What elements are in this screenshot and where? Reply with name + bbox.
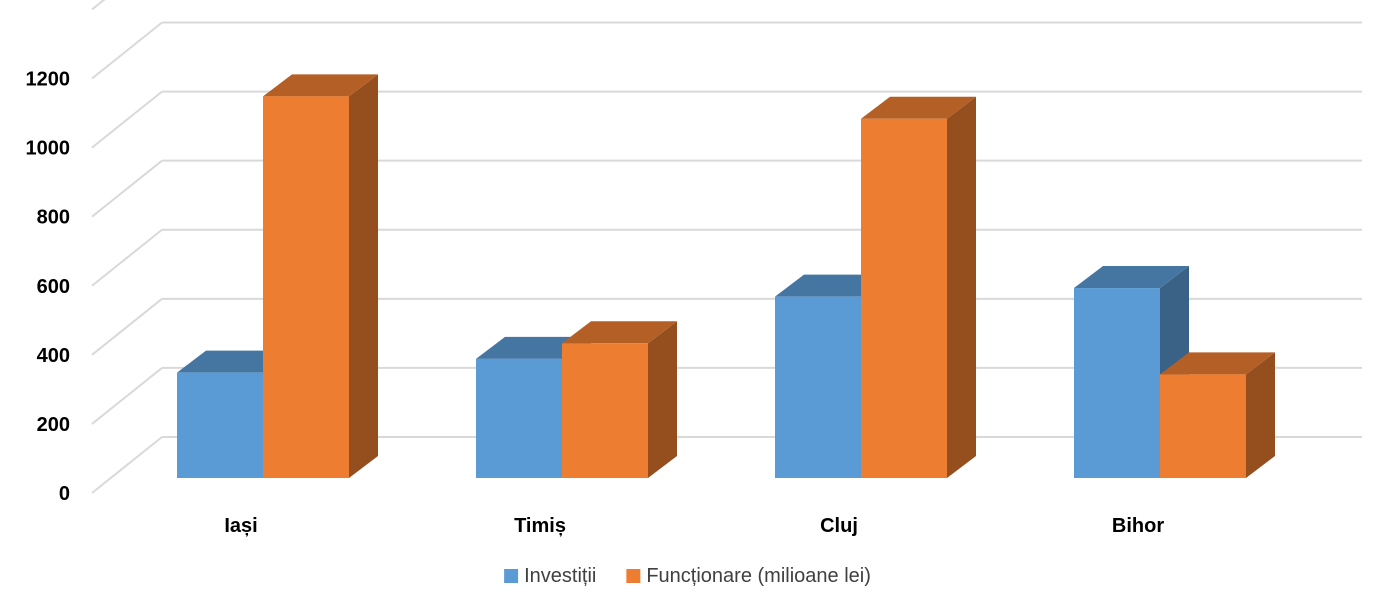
x-axis-categories: Iași Timiș Cluj Bihor [224,515,1164,537]
bar-front [1160,374,1246,478]
gridline-wall [91,90,163,149]
legend-item: Investiții [504,565,596,587]
bars-layer [177,74,1275,478]
bar [1160,352,1275,478]
y-tick-label: 1000 [26,138,71,160]
bar-side [947,96,976,478]
bar-front [177,372,263,478]
legend-label: Investiții [524,565,596,587]
y-tick-label: 400 [37,345,70,367]
bar-top [1160,352,1275,375]
bar-top [263,74,378,97]
bar [562,321,677,478]
y-axis-ticks: 0 200 400 600 800 1000 1200 [26,69,71,505]
y-tick-label: 200 [37,414,70,436]
bar-side [349,74,378,478]
bar [861,96,976,478]
bar-side [1246,352,1275,478]
legend: Investiții Funcționare (milioane lei) [504,565,871,587]
legend-swatch [626,569,641,583]
gridline-wall [91,0,106,11]
bar [263,74,378,478]
legend-swatch [504,569,519,583]
bar-front [562,343,648,478]
bar-top [1074,266,1189,289]
bar-front [263,96,349,478]
bar-front [1074,288,1160,478]
gridline-wall [91,228,163,287]
gridline-wall [91,367,163,425]
category-label: Bihor [1112,515,1164,537]
gridline-wall [91,436,163,494]
bar-top [562,321,677,344]
bar-side [648,321,677,478]
gridline-wall [91,298,163,356]
category-label: Iași [224,515,257,537]
y-tick-label: 0 [59,483,70,505]
y-tick-label: 1200 [26,69,71,91]
category-label: Timiș [514,515,566,537]
y-tick-label: 600 [37,276,70,298]
y-tick-label: 800 [37,207,70,229]
bar-front [476,358,562,478]
bar-top [861,96,976,119]
category-label: Cluj [820,515,858,537]
legend-label: Funcționare (milioane lei) [646,565,871,587]
bar-front [861,118,947,478]
bar-front [775,296,861,478]
legend-item: Funcționare (milioane lei) [626,565,871,587]
gridline-wall [91,21,163,80]
gridline-wall [91,159,163,218]
